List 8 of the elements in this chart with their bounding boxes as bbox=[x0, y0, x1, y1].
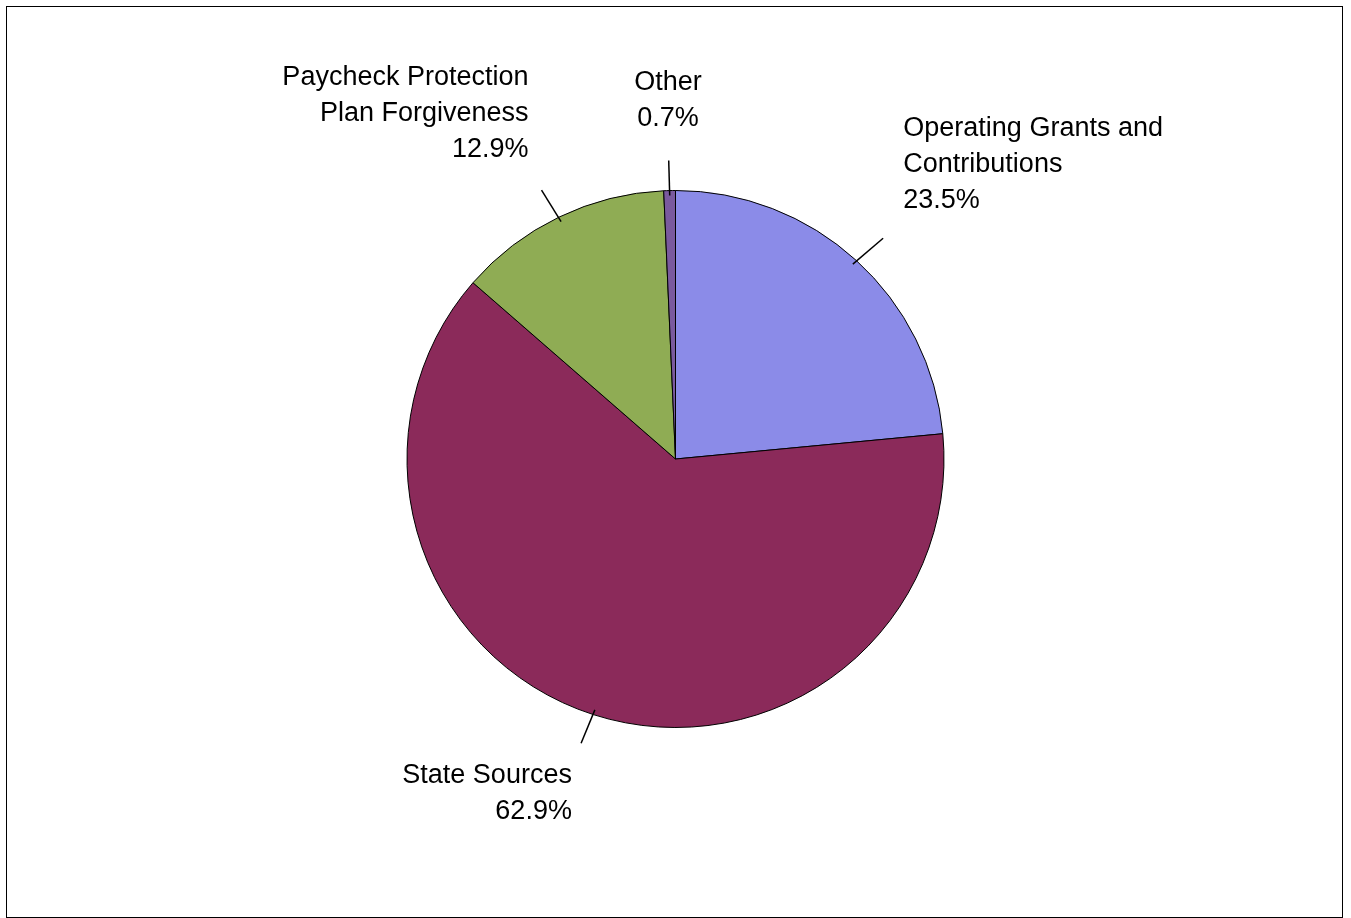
slice-label: Operating Grants and Contributions bbox=[903, 112, 1163, 179]
slice-label: Paycheck Protection Plan Forgiveness bbox=[282, 61, 529, 128]
data-label: 0.7% bbox=[637, 101, 699, 132]
data-label: 12.9% bbox=[451, 133, 529, 164]
data-label: 62.9% bbox=[495, 795, 572, 826]
slice-label: State Sources bbox=[402, 759, 572, 790]
data-label: 23.5% bbox=[903, 184, 980, 215]
slice-label: Other bbox=[634, 65, 702, 96]
